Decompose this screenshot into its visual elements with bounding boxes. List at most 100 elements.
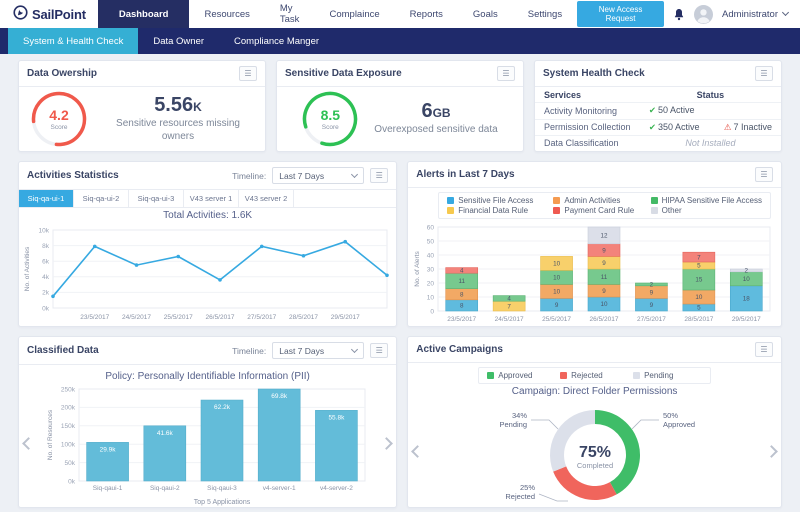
svg-text:6k: 6k xyxy=(42,259,50,266)
activities-total: Total Activities: 1.6K xyxy=(163,210,253,221)
svg-text:75%: 75% xyxy=(579,444,611,461)
svg-text:No. of Alerts: No. of Alerts xyxy=(414,250,421,286)
card-data-ownership: Data Owership ☰ 4.2 Score 5.56K Sensitiv… xyxy=(18,60,266,152)
legend-approved[interactable]: Approved xyxy=(487,371,556,380)
svg-text:26/5/2017: 26/5/2017 xyxy=(589,316,618,323)
legend-sensitive-file-access[interactable]: Sensitive File Access xyxy=(447,196,549,205)
legend-swatch-icon xyxy=(650,207,658,214)
card-active-campaigns: Active Campaigns ☰ Approved Rejected Pendi… xyxy=(407,336,782,508)
health-table: Services Status Activity Monitoring ✔ 50 Act… xyxy=(535,87,781,151)
legend-hipaa-sensitive-file-access[interactable]: HIPAA Sensitive File Access xyxy=(650,196,762,205)
svg-text:23/5/2017: 23/5/2017 xyxy=(80,314,109,321)
sailpoint-logo[interactable]: SailPoint xyxy=(0,0,98,28)
legend-payment-card-rule[interactable]: Payment Card Rule xyxy=(553,206,646,215)
metric-caption: Overexposed sensitive data xyxy=(374,124,498,136)
tab-v43-server-1[interactable]: V43 server 1 xyxy=(184,190,239,207)
svg-text:25%: 25% xyxy=(520,483,535,492)
warning-icon: ⚠ xyxy=(723,121,732,132)
legend-rejected[interactable]: Rejected xyxy=(560,371,629,380)
activities-line-chart: 0k 2k 4k 6k 8k 10k No. of Activities 23/5/2017 2… xyxy=(24,227,389,321)
check-icon: ✔ xyxy=(648,105,656,116)
nav-item-settings[interactable]: Settings xyxy=(527,8,563,20)
card-classified-data: Classified Data Timeline: Last 7 Days ☰ … xyxy=(18,336,398,508)
svg-text:9: 9 xyxy=(602,247,606,254)
col-status: Status xyxy=(696,89,725,100)
score-value: 8.5 xyxy=(320,106,341,123)
card-menu-icon[interactable]: ☰ xyxy=(755,167,773,182)
legend-swatch-icon xyxy=(487,372,495,379)
subnav-item-system-health-check[interactable]: System & Health Check xyxy=(8,28,139,54)
svg-text:10: 10 xyxy=(426,294,434,301)
score-gauge: 4.2 Score xyxy=(31,91,87,147)
card-menu-icon[interactable]: ☰ xyxy=(755,66,773,81)
svg-text:26/5/2017: 26/5/2017 xyxy=(205,314,234,321)
svg-text:12: 12 xyxy=(600,232,608,239)
legend-admin-activities[interactable]: Admin Activities xyxy=(553,196,646,205)
svg-text:0k: 0k xyxy=(42,305,50,312)
carousel-left-icon[interactable] xyxy=(411,444,425,458)
nav-item-reports[interactable]: Reports xyxy=(409,8,443,20)
legend-pending[interactable]: Pending xyxy=(633,371,702,380)
tab-siq-qa-ui-2[interactable]: Siq-qa-ui-2 xyxy=(74,190,129,207)
legend-financial-data-rule[interactable]: Financial Data Rule xyxy=(447,206,549,215)
nav-item-my-task[interactable]: My Task xyxy=(279,3,300,25)
card-menu-icon[interactable]: ☰ xyxy=(497,66,515,81)
card-system-health-check: System Health Check ☰ Services Status Acti… xyxy=(534,60,782,152)
svg-text:Approved: Approved xyxy=(663,420,695,429)
svg-text:11: 11 xyxy=(600,273,607,280)
nav-item-complaince[interactable]: Complaince xyxy=(329,8,380,20)
card-menu-icon[interactable]: ☰ xyxy=(370,343,389,358)
user-menu[interactable]: Administrator xyxy=(722,8,790,20)
card-menu-icon[interactable]: ☰ xyxy=(370,168,389,183)
svg-text:Siq-qaui-2: Siq-qaui-2 xyxy=(150,485,180,492)
svg-text:4: 4 xyxy=(460,267,464,274)
chevron-down-icon xyxy=(351,345,359,353)
svg-text:23/5/2017: 23/5/2017 xyxy=(447,316,476,323)
user-name: Administrator xyxy=(722,8,778,20)
new-access-request-button[interactable]: New Access Request xyxy=(577,1,665,27)
tab-v43-server-2[interactable]: V43 server 2 xyxy=(239,190,294,207)
svg-text:30: 30 xyxy=(426,266,434,273)
svg-text:29/5/2017: 29/5/2017 xyxy=(731,316,760,323)
svg-text:55.8k: 55.8k xyxy=(328,414,345,421)
alerts-stacked-bar-chart: 0 10 20 30 40 50 60 No. of Alerts 23/5/2017 8 8 11 4… xyxy=(414,224,771,323)
svg-text:28/5/2017: 28/5/2017 xyxy=(684,316,713,323)
avatar[interactable] xyxy=(694,4,714,24)
legend-other[interactable]: Other xyxy=(650,206,762,215)
chevron-down-icon xyxy=(351,170,359,178)
svg-text:25/5/2017: 25/5/2017 xyxy=(163,314,192,321)
subnav-item-compliance-manger[interactable]: Compliance Manger xyxy=(234,35,320,47)
chevron-down-icon xyxy=(781,8,790,17)
card-title: Sensitive Data Exposure xyxy=(285,68,402,79)
carousel-right-icon[interactable] xyxy=(765,444,778,458)
tab-siq-qa-ui-3[interactable]: Siq-qa-ui-3 xyxy=(129,190,184,207)
card-alerts: Alerts in Last 7 Days ☰ Sensitive File A… xyxy=(407,161,782,327)
svg-text:250k: 250k xyxy=(61,386,76,393)
bell-icon[interactable] xyxy=(673,8,685,21)
carousel-right-icon[interactable] xyxy=(380,437,394,450)
card-menu-icon[interactable]: ☰ xyxy=(755,342,773,357)
carousel-left-icon[interactable] xyxy=(22,437,35,450)
card-title: Activities Statistics xyxy=(27,170,119,181)
status-ok: ✔ 350 Active xyxy=(648,121,700,132)
score-label: Score xyxy=(321,123,339,131)
timeline-select[interactable]: Last 7 Days xyxy=(272,167,365,184)
tab-siq-qa-ui-1[interactable]: Siq-qa-ui-1 xyxy=(19,190,74,207)
svg-text:Top 5 Applications: Top 5 Applications xyxy=(193,499,250,506)
card-menu-icon[interactable]: ☰ xyxy=(239,66,257,81)
nav-item-goals[interactable]: Goals xyxy=(472,8,498,20)
legend-swatch-icon xyxy=(447,197,455,204)
nav-item-dashboard[interactable]: Dashboard xyxy=(97,0,190,28)
svg-text:0k: 0k xyxy=(68,478,76,485)
classified-bar-chart: 0k 50k 100k 150k 200k 250k No. of Resources 29.… xyxy=(47,386,366,506)
svg-text:9: 9 xyxy=(602,287,606,294)
classified-policy-title: Policy: Personally Identifiable Informat… xyxy=(105,371,310,382)
svg-text:10: 10 xyxy=(695,294,703,301)
legend-swatch-icon xyxy=(560,372,568,379)
nav-item-resources[interactable]: Resources xyxy=(204,8,250,20)
topnav-items: Dashboard Resources My Task Complaince Repor… xyxy=(97,0,577,28)
timeline-select[interactable]: Last 7 Days xyxy=(272,342,365,359)
card-title: Active Campaigns xyxy=(416,344,503,355)
subnav-item-data-owner[interactable]: Data Owner xyxy=(153,35,205,47)
logo-text: SailPoint xyxy=(32,6,86,22)
